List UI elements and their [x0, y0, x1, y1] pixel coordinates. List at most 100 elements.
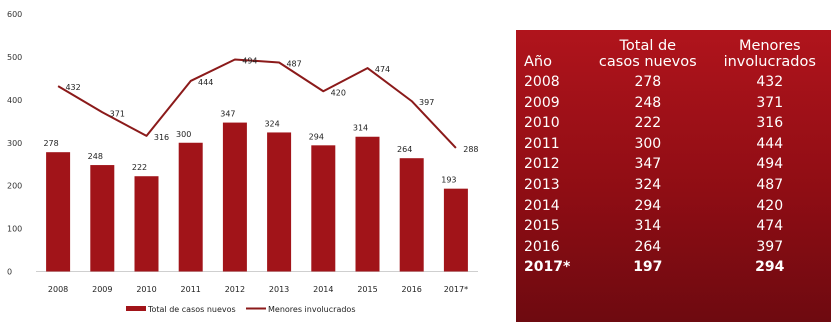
x-tick-label: 2012	[225, 285, 245, 294]
table-row: 2011 300 444	[518, 134, 829, 155]
table-row: 2008 278 432	[518, 72, 829, 93]
cell-year: 2014	[524, 197, 560, 214]
x-tick-label: 2016	[402, 285, 422, 294]
cell-minors: 494	[756, 156, 784, 173]
cell-year: 2017*	[524, 259, 571, 276]
x-tick-label: 2011	[181, 285, 201, 294]
x-tick-label: 2008	[48, 285, 68, 294]
table-row: 2017* 197 294	[518, 257, 829, 278]
combo-chart: 0 100 200 300 400 500 600 278 248 222 300 347 324 294…	[7, 10, 479, 314]
table-header-row: Año Total de casos nuevos Menores involu…	[518, 38, 829, 72]
cell-minors: 444	[756, 135, 784, 152]
bar	[178, 142, 203, 272]
data-table: Año Total de casos nuevos Menores involu…	[518, 38, 829, 278]
bar-value-label: 278	[43, 139, 58, 148]
x-tick-label: 2017*	[444, 285, 468, 294]
legend-line-label: Menores involucrados	[268, 305, 355, 314]
cell-total: 314	[634, 218, 662, 235]
cell-minors: 371	[756, 94, 784, 111]
cell-total: 294	[634, 197, 662, 214]
header-total: Total de casos nuevos	[585, 38, 710, 72]
table-row: 2010 222 316	[518, 113, 829, 134]
y-tick-label: 200	[7, 182, 22, 191]
y-tick-label: 300	[7, 139, 22, 148]
cell-minors: 294	[755, 259, 785, 276]
header-total-line2: casos nuevos	[598, 54, 697, 70]
bar-value-label: 248	[88, 152, 103, 161]
x-tick-label: 2013	[269, 285, 289, 294]
cell-total: 197	[633, 259, 663, 276]
cell-minors: 474	[756, 218, 784, 235]
bar-value-label: 314	[353, 124, 368, 133]
table-row: 2016 264 397	[518, 237, 829, 258]
bar-value-label: 294	[309, 132, 324, 141]
bar-value-label: 222	[132, 163, 147, 172]
bar	[134, 176, 159, 272]
x-tick-label: 2015	[357, 285, 377, 294]
legend-bar-label: Total de casos nuevos	[147, 305, 236, 314]
y-tick-label: 100	[7, 225, 22, 234]
header-minors-line1: Menores	[738, 38, 801, 54]
cell-total: 300	[634, 135, 662, 152]
y-tick-label: 500	[7, 53, 22, 62]
cell-total: 347	[634, 156, 662, 173]
line-value-label: 444	[198, 78, 213, 87]
cell-minors: 420	[756, 197, 784, 214]
bar-value-label: 324	[264, 119, 279, 128]
cell-minors: 397	[756, 238, 784, 255]
bar	[46, 152, 71, 272]
line-value-label: 432	[65, 83, 80, 92]
cell-total: 324	[634, 176, 662, 193]
bar	[355, 136, 380, 272]
line-series	[57, 58, 457, 149]
table-row: 2009 248 371	[518, 93, 829, 114]
cell-year: 2012	[524, 156, 560, 173]
x-tick-label: 2014	[313, 285, 333, 294]
line-value-label: 371	[110, 109, 125, 118]
cell-minors: 316	[756, 115, 784, 132]
cell-year: 2008	[524, 74, 560, 90]
x-tick-label: 2010	[136, 285, 156, 294]
table-row: 2015 314 474	[518, 216, 829, 237]
cell-year: 2015	[524, 218, 560, 235]
cell-minors: 432	[756, 74, 784, 90]
line-value-label: 494	[242, 56, 257, 65]
y-tick-label: 400	[7, 96, 22, 105]
line-value-label: 288	[463, 145, 478, 154]
table-row: 2013 324 487	[518, 175, 829, 196]
bar	[222, 122, 247, 272]
line-value-label: 474	[375, 65, 390, 74]
cell-year: 2016	[524, 238, 560, 255]
header-minors-line2: involucrados	[723, 54, 816, 70]
bar	[311, 145, 336, 272]
bar-value-label: 347	[220, 110, 235, 119]
y-tick-label: 600	[7, 10, 22, 19]
bar-value-label: 264	[397, 145, 412, 154]
cell-year: 2011	[524, 135, 560, 152]
y-tick-label: 0	[7, 268, 12, 277]
line-value-label: 316	[154, 133, 169, 142]
cell-total: 278	[634, 74, 662, 90]
x-tick-label: 2009	[92, 285, 112, 294]
bar-value-label: 193	[441, 176, 456, 185]
bar-value-label: 300	[176, 130, 191, 139]
cell-year: 2013	[524, 176, 560, 193]
cell-minors: 487	[756, 176, 784, 193]
bar	[90, 165, 115, 272]
line-value-label: 487	[286, 59, 301, 68]
data-table-panel: Año Total de casos nuevos Menores involu…	[516, 30, 831, 322]
bar	[267, 132, 292, 272]
table-row: 2014 294 420	[518, 196, 829, 217]
cell-total: 222	[634, 115, 662, 132]
bar	[399, 158, 424, 272]
bar	[443, 188, 468, 272]
header-total-line1: Total de	[619, 38, 677, 54]
cell-total: 264	[634, 238, 662, 255]
legend-bar-swatch	[126, 306, 146, 311]
line-value-label: 397	[419, 98, 434, 107]
line-value-label: 420	[331, 88, 346, 97]
header-minors: Menores involucrados	[711, 38, 829, 72]
header-year: Año	[524, 54, 552, 70]
cell-year: 2010	[524, 115, 560, 132]
table-row: 2012 347 494	[518, 154, 829, 175]
